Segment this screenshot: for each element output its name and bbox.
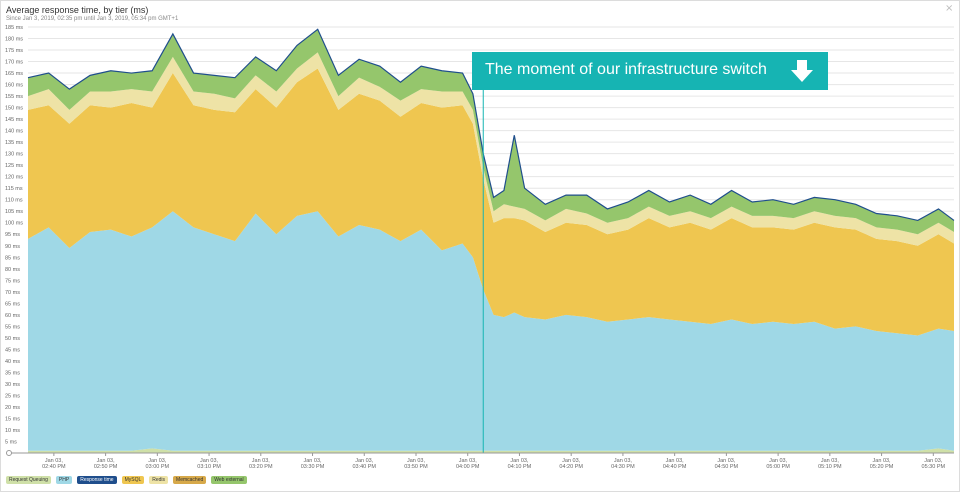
- x-tick-label-date: Jan 03,: [407, 458, 426, 464]
- y-tick-label: 180 ms: [5, 37, 23, 43]
- y-tick-label: 145 ms: [5, 117, 23, 123]
- x-tick-label-date: Jan 03,: [924, 458, 943, 464]
- y-tick-label: 175 ms: [5, 48, 23, 54]
- y-tick-label: 165 ms: [5, 71, 23, 77]
- y-tick-label: 20 ms: [5, 405, 20, 411]
- x-tick-label-time: 04:30 PM: [611, 464, 635, 470]
- x-tick-label-time: 03:30 PM: [301, 464, 325, 470]
- legend-item-memcached[interactable]: Memcached: [173, 476, 207, 484]
- legend-item-mysql[interactable]: MySQL: [121, 476, 145, 484]
- x-tick-label-date: Jan 03,: [666, 458, 685, 464]
- y-tick-label: 60 ms: [5, 313, 20, 319]
- legend-item-php[interactable]: PHP: [55, 476, 73, 484]
- y-tick-label: 90 ms: [5, 244, 20, 250]
- y-tick-label: 155 ms: [5, 94, 23, 100]
- y-tick-label: 150 ms: [5, 106, 23, 112]
- y-tick-label: 40 ms: [5, 359, 20, 365]
- y-tick-label: 120 ms: [5, 175, 23, 181]
- y-tick-label: 30 ms: [5, 382, 20, 388]
- x-tick-label-time: 03:20 PM: [249, 464, 273, 470]
- x-tick-label-date: Jan 03,: [304, 458, 323, 464]
- axis-origin-handle: [6, 450, 12, 456]
- x-tick-label-date: Jan 03,: [355, 458, 374, 464]
- y-tick-label: 65 ms: [5, 301, 20, 307]
- area-php: [28, 211, 954, 451]
- x-tick-label-date: Jan 03,: [97, 458, 116, 464]
- x-tick-label-date: Jan 03,: [45, 458, 64, 464]
- x-tick-label-date: Jan 03,: [252, 458, 271, 464]
- x-tick-label-date: Jan 03,: [821, 458, 840, 464]
- y-tick-label: 75 ms: [5, 278, 20, 284]
- y-tick-label: 105 ms: [5, 209, 23, 215]
- close-icon[interactable]: ×: [945, 3, 954, 14]
- x-tick-label-time: 05:30 PM: [922, 464, 946, 470]
- chart-title: Average response time, by tier (ms): [6, 5, 149, 15]
- y-tick-label: 70 ms: [5, 290, 20, 296]
- area-web-external: [28, 29, 954, 235]
- x-tick-label-time: 03:10 PM: [197, 464, 221, 470]
- y-tick-label: 5 ms: [5, 439, 17, 445]
- x-tick-label-time: 02:40 PM: [42, 464, 66, 470]
- x-tick-label-date: Jan 03,: [510, 458, 529, 464]
- y-tick-label: 10 ms: [5, 428, 20, 434]
- x-tick-label-time: 04:50 PM: [715, 464, 739, 470]
- legend-item-response-time[interactable]: Response time: [77, 476, 117, 484]
- x-tick-label-time: 02:50 PM: [94, 464, 118, 470]
- x-tick-label-time: 04:00 PM: [456, 464, 480, 470]
- x-tick-label-time: 04:40 PM: [663, 464, 687, 470]
- y-tick-label: 80 ms: [5, 267, 20, 273]
- y-tick-label: 185 ms: [5, 25, 23, 31]
- y-tick-label: 95 ms: [5, 232, 20, 238]
- y-tick-label: 115 ms: [5, 186, 23, 192]
- x-tick-label-time: 04:10 PM: [508, 464, 532, 470]
- y-tick-label: 100 ms: [5, 221, 23, 227]
- area-mysql: [28, 68, 954, 336]
- arrow-down-icon: [791, 60, 813, 82]
- legend-item-request-queuing[interactable]: Request Queuing: [6, 476, 51, 484]
- y-tick-label: 110 ms: [5, 198, 23, 204]
- x-tick-label-time: 05:20 PM: [870, 464, 894, 470]
- y-tick-label: 55 ms: [5, 324, 20, 330]
- legend-item-web-external[interactable]: Web external: [211, 476, 247, 484]
- x-tick-label-date: Jan 03,: [614, 458, 633, 464]
- x-tick-label-time: 05:10 PM: [818, 464, 842, 470]
- x-tick-label-time: 05:00 PM: [766, 464, 790, 470]
- y-tick-label: 85 ms: [5, 255, 20, 261]
- x-tick-label-time: 03:40 PM: [352, 464, 376, 470]
- y-tick-label: 25 ms: [5, 393, 20, 399]
- x-tick-label-date: Jan 03,: [873, 458, 892, 464]
- y-tick-label: 125 ms: [5, 163, 23, 169]
- area-redis: [28, 52, 954, 246]
- x-tick-label-date: Jan 03,: [717, 458, 736, 464]
- y-tick-label: 130 ms: [5, 152, 23, 158]
- y-tick-label: 15 ms: [5, 416, 20, 422]
- x-tick-label-date: Jan 03,: [200, 458, 219, 464]
- y-tick-label: 35 ms: [5, 370, 20, 376]
- y-tick-label: 45 ms: [5, 347, 20, 353]
- response-time-line: [27, 28, 955, 222]
- x-tick-label-date: Jan 03,: [562, 458, 581, 464]
- y-tick-label: 160 ms: [5, 83, 23, 89]
- chart-subtitle: Since Jan 3, 2019, 02:35 pm until Jan 3,…: [6, 16, 179, 22]
- x-tick-label-date: Jan 03,: [148, 458, 167, 464]
- x-tick-label-time: 03:00 PM: [146, 464, 170, 470]
- chart-legend: Request Queuing PHP Response time MySQL Redi…: [6, 476, 247, 484]
- x-tick-label-date: Jan 03,: [459, 458, 478, 464]
- y-tick-label: 135 ms: [5, 140, 23, 146]
- legend-item-redis[interactable]: Redis: [149, 476, 169, 484]
- y-tick-label: 140 ms: [5, 129, 23, 135]
- y-tick-label: 50 ms: [5, 336, 20, 342]
- x-tick-label-date: Jan 03,: [769, 458, 788, 464]
- callout-text: The moment of our infrastructure switch: [485, 61, 767, 78]
- x-tick-label-time: 04:20 PM: [559, 464, 583, 470]
- y-tick-label: 170 ms: [5, 60, 23, 66]
- x-tick-label-time: 03:50 PM: [404, 464, 428, 470]
- infrastructure-switch-callout: The moment of our infrastructure switch: [472, 52, 828, 90]
